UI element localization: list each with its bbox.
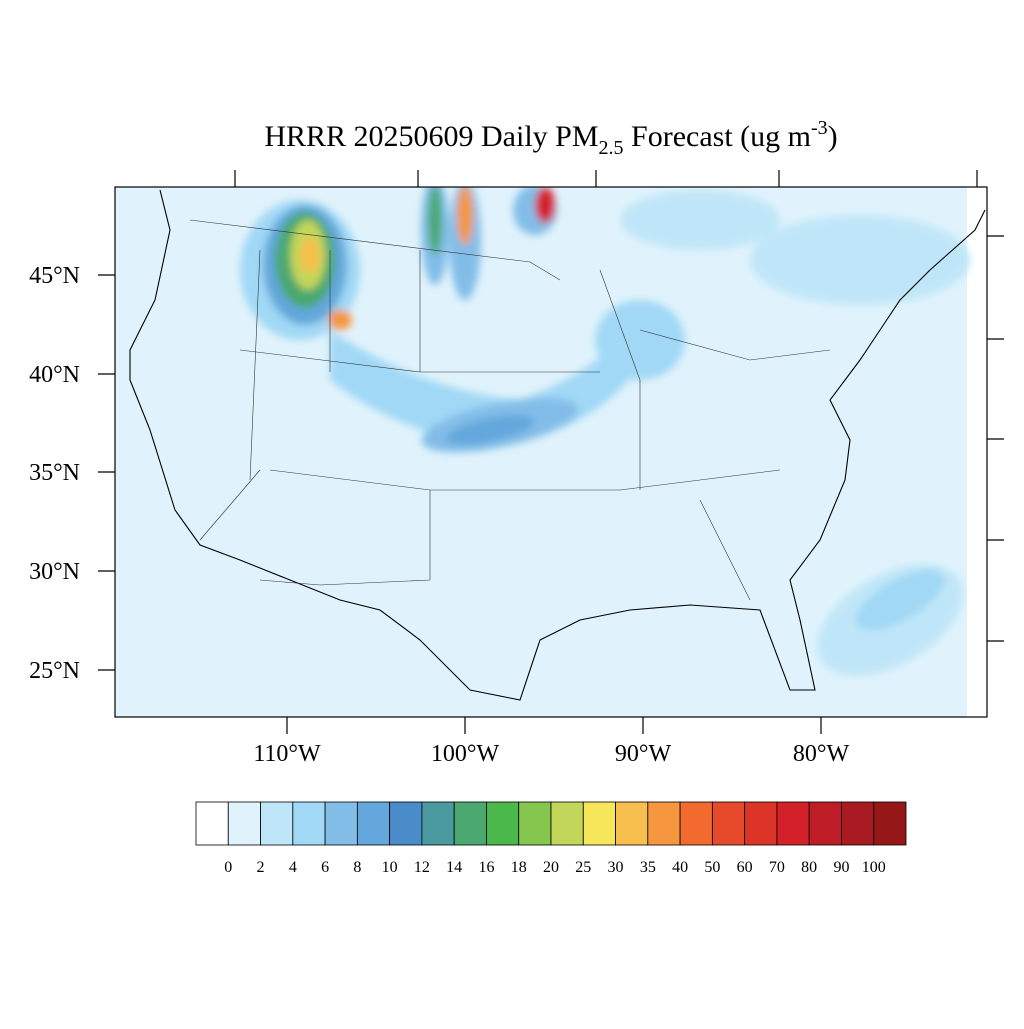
colorbar-label: 12 — [414, 859, 430, 876]
colorbar-label: 16 — [478, 859, 494, 876]
colorbar-label: 35 — [640, 859, 656, 876]
colorbar-label: 80 — [801, 859, 817, 876]
colorbar-label: 6 — [321, 859, 329, 876]
colorbar-box — [195, 801, 229, 846]
colorbar-box — [227, 801, 261, 846]
latitude-label: 35°N — [29, 460, 80, 486]
colorbar-label: 100 — [862, 859, 886, 876]
longitude-label: 90°W — [615, 741, 672, 767]
title-end: ) — [828, 120, 838, 153]
field-edge — [967, 187, 987, 717]
colorbar-box — [260, 801, 294, 846]
colorbar-box — [744, 801, 778, 846]
colorbar-label: 70 — [769, 859, 785, 876]
colorbar-box — [711, 801, 746, 846]
state-borders — [189, 219, 831, 601]
colorbar-label: 40 — [672, 859, 688, 876]
colorbar-box — [292, 801, 326, 846]
colorbar-label: 8 — [353, 859, 361, 876]
colorbar-box — [873, 801, 907, 846]
colorbar-box — [647, 801, 681, 846]
title-main: HRRR 20250609 Daily PM — [264, 120, 598, 153]
colorbar-box — [389, 801, 423, 846]
map-field — [115, 187, 987, 717]
latitude-label: 25°N — [29, 658, 80, 684]
colorbar-box — [550, 801, 584, 846]
title-middle: Forecast (ug m — [624, 120, 811, 153]
colorbar-box — [808, 801, 842, 846]
colorbar-label: 4 — [289, 859, 297, 876]
colorbar-box — [841, 801, 875, 846]
colorbar-label: 25 — [575, 859, 591, 876]
title: HRRR 20250609 Daily PM2.5 Forecast (ug m… — [264, 117, 837, 159]
colorbar-label: 50 — [704, 859, 720, 876]
colorbar-label: 14 — [446, 859, 462, 876]
latitude-label: 45°N — [29, 263, 80, 289]
colorbar-box — [679, 801, 713, 846]
latitude-label: 40°N — [29, 362, 80, 388]
colorbar-box — [486, 801, 520, 846]
longitude-label: 110°W — [253, 741, 321, 767]
longitude-label: 100°W — [431, 741, 500, 767]
colorbar-label: 90 — [833, 859, 849, 876]
colorbar-box — [582, 801, 616, 846]
colorbar-label: 10 — [382, 859, 398, 876]
coastline — [129, 189, 986, 701]
colorbar-box — [776, 801, 810, 846]
map-frame — [114, 186, 988, 718]
colorbar-box — [615, 801, 649, 846]
title-superscript: -3 — [811, 117, 828, 139]
colorbar-label: 60 — [737, 859, 753, 876]
latitude-label: 30°N — [29, 559, 80, 585]
colorbar-box — [518, 801, 552, 846]
frame-ticks — [98, 170, 1004, 734]
colorbar-label: 2 — [257, 859, 265, 876]
colorbar: 0 2 4 6 8 10 12 14 16 18 20 25 30 35 40 50 60 70 80 90 100 — [195, 801, 907, 876]
colorbar-box — [453, 801, 487, 846]
colorbar-box — [421, 801, 455, 846]
colorbar-box — [324, 801, 358, 846]
colorbar-label: 18 — [511, 859, 527, 876]
colorbar-label: 0 — [224, 859, 232, 876]
title-subscript: 2.5 — [599, 137, 624, 159]
colorbar-label: 30 — [608, 859, 624, 876]
colorbar-box — [356, 801, 391, 846]
longitude-label: 80°W — [793, 741, 850, 767]
colorbar-label: 20 — [543, 859, 559, 876]
